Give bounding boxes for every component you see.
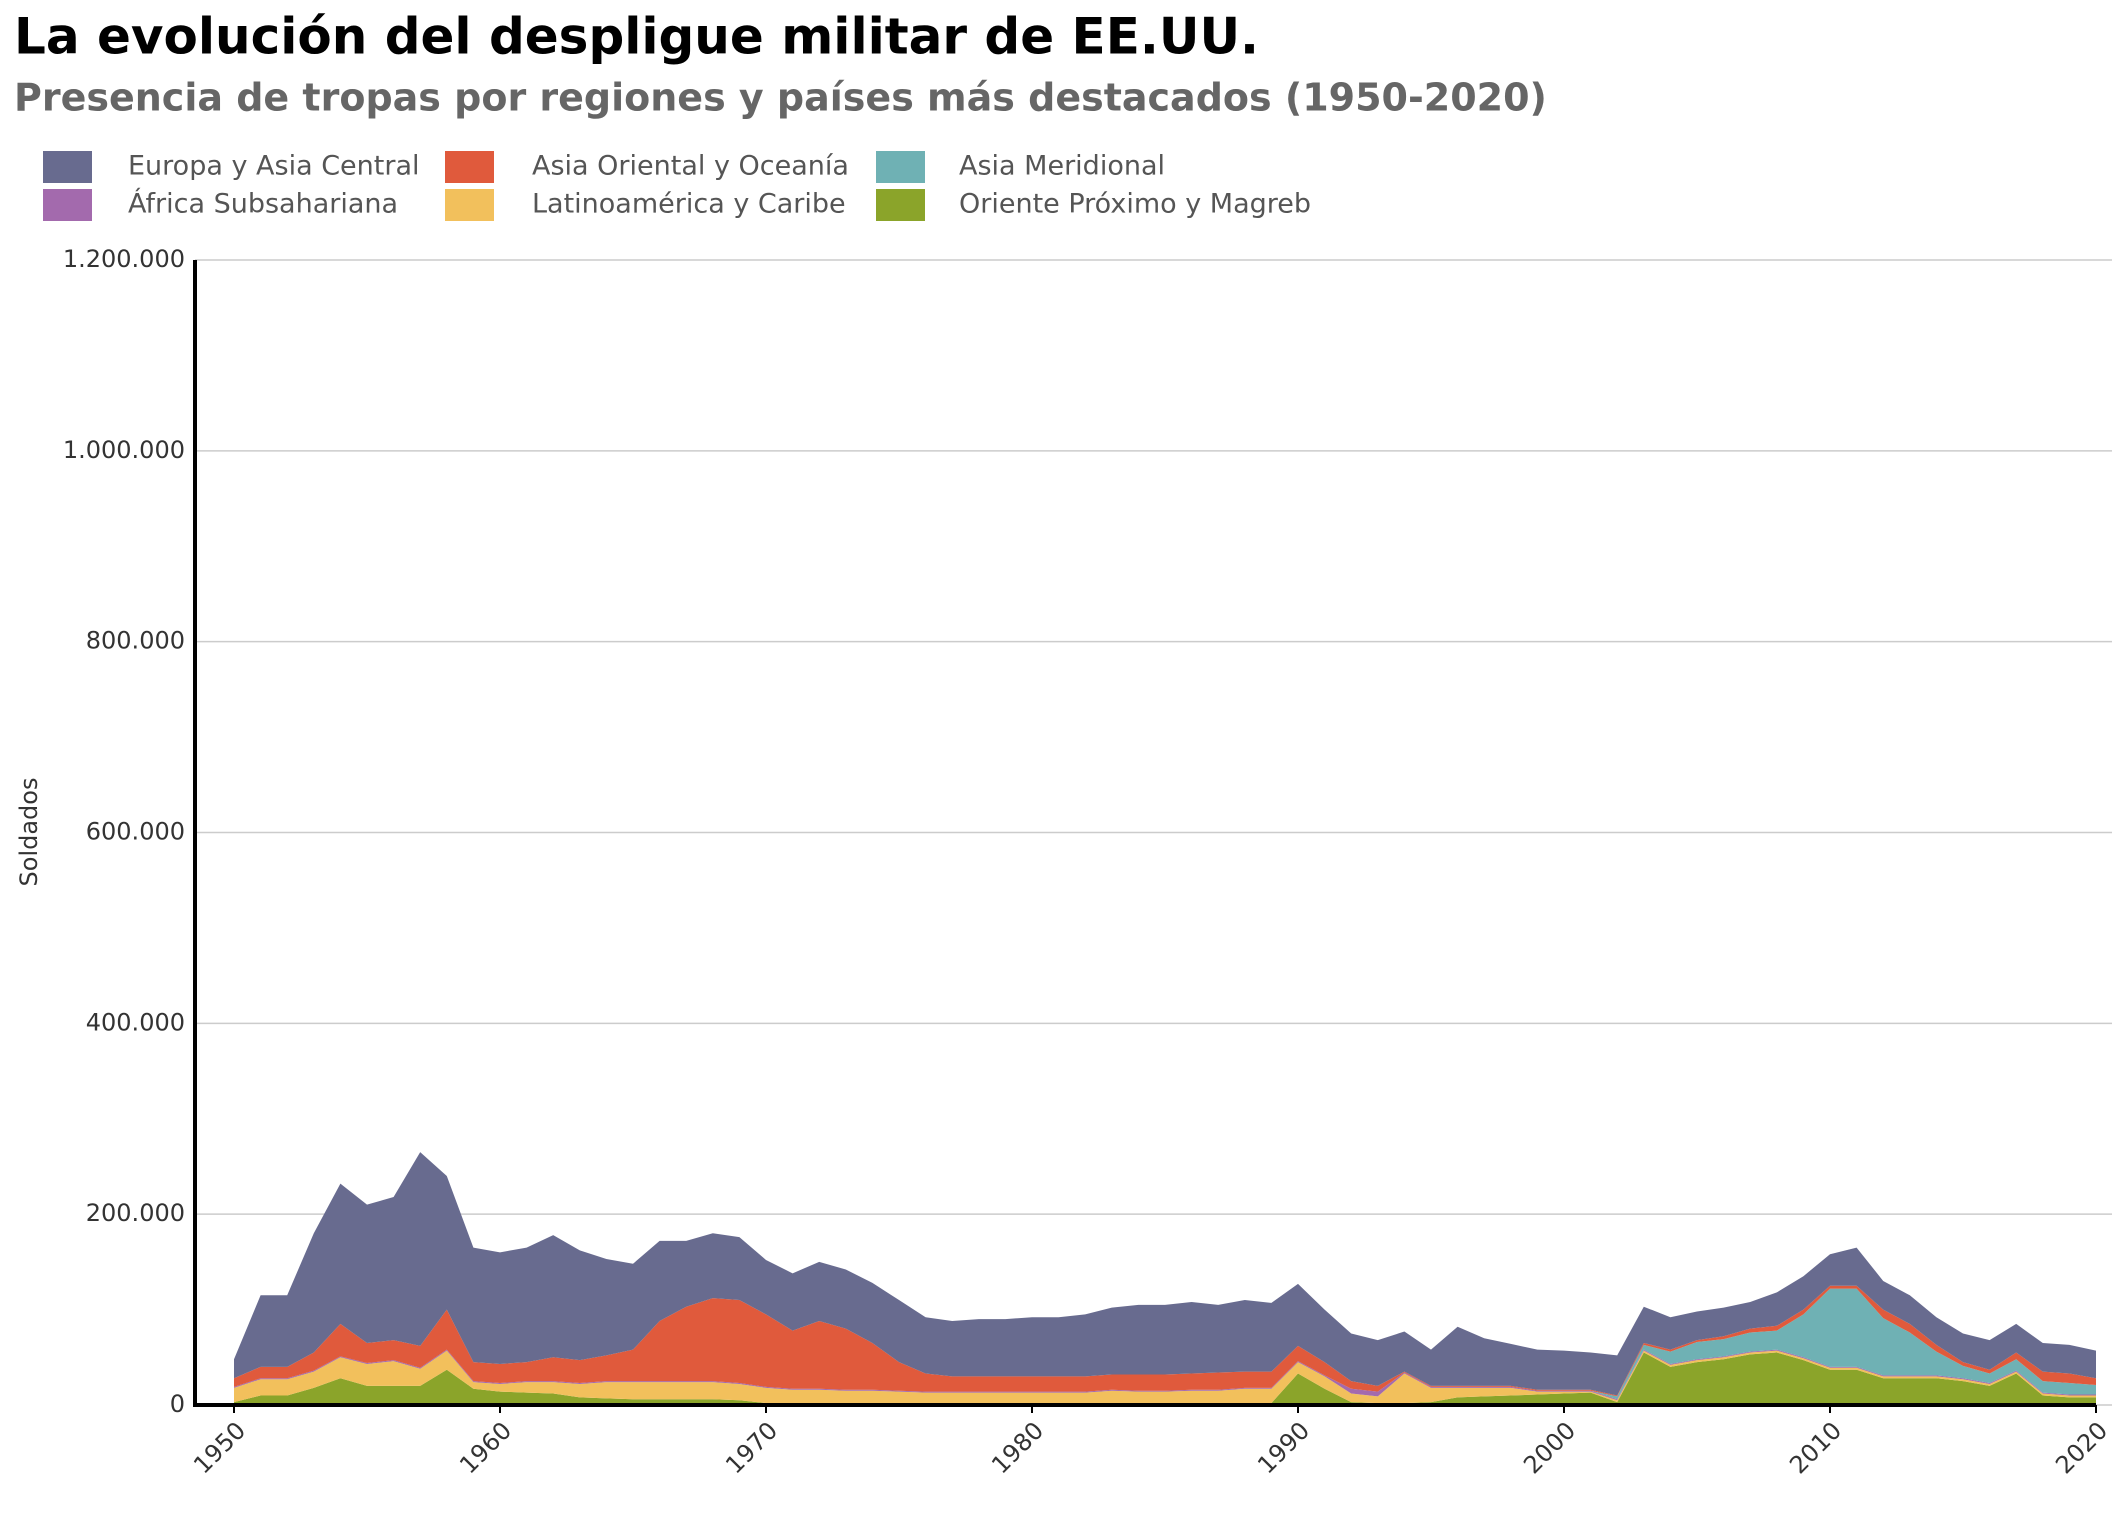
legend-label: Latinoamérica y Caribe bbox=[532, 189, 846, 220]
x-tick-label: 1960 bbox=[454, 1416, 517, 1479]
legend-label: África Subsahariana bbox=[128, 188, 398, 220]
legend-label: Europa y Asia Central bbox=[128, 151, 420, 182]
x-tick-label: 1970 bbox=[720, 1416, 783, 1479]
x-tick-label: 2010 bbox=[1784, 1416, 1847, 1479]
legend-swatch bbox=[876, 189, 925, 221]
legend-label: Asia Oriental y Oceanía bbox=[532, 151, 849, 182]
chart-title: La evolución del despligue militar de EE… bbox=[14, 8, 1259, 66]
area bbox=[234, 1288, 2096, 1400]
legend-label: Asia Meridional bbox=[959, 151, 1165, 182]
y-axis-label: Soldados bbox=[15, 778, 43, 887]
y-tick-label: 400.000 bbox=[86, 1008, 185, 1036]
y-tick-label: 800.000 bbox=[86, 627, 185, 655]
area bbox=[234, 1285, 2096, 1397]
area bbox=[234, 1350, 2096, 1404]
x-tick-label: 1990 bbox=[1252, 1416, 1315, 1479]
y-tick-label: 600.000 bbox=[86, 818, 185, 846]
chart-subtitle: Presencia de tropas por regiones y paíse… bbox=[14, 76, 1547, 120]
legend-swatch bbox=[445, 189, 494, 221]
y-tick-label: 1.000.000 bbox=[63, 436, 185, 464]
legend-label: Oriente Próximo y Magreb bbox=[959, 189, 1311, 220]
x-tick-label: 2020 bbox=[2050, 1416, 2112, 1479]
x-tick-label: 2000 bbox=[1518, 1416, 1581, 1479]
x-tick-label: 1980 bbox=[986, 1416, 1049, 1479]
legend-swatch bbox=[43, 189, 92, 221]
area bbox=[234, 1352, 2096, 1405]
y-tick-label: 200.000 bbox=[86, 1199, 185, 1227]
x-tick-label: 1950 bbox=[188, 1416, 251, 1479]
y-tick-label: 1.200.000 bbox=[63, 245, 185, 273]
legend-swatch bbox=[445, 151, 494, 183]
legend-swatch bbox=[43, 151, 92, 183]
area bbox=[234, 1152, 2096, 1396]
y-tick-label: 0 bbox=[170, 1390, 185, 1418]
legend-swatch bbox=[876, 151, 925, 183]
